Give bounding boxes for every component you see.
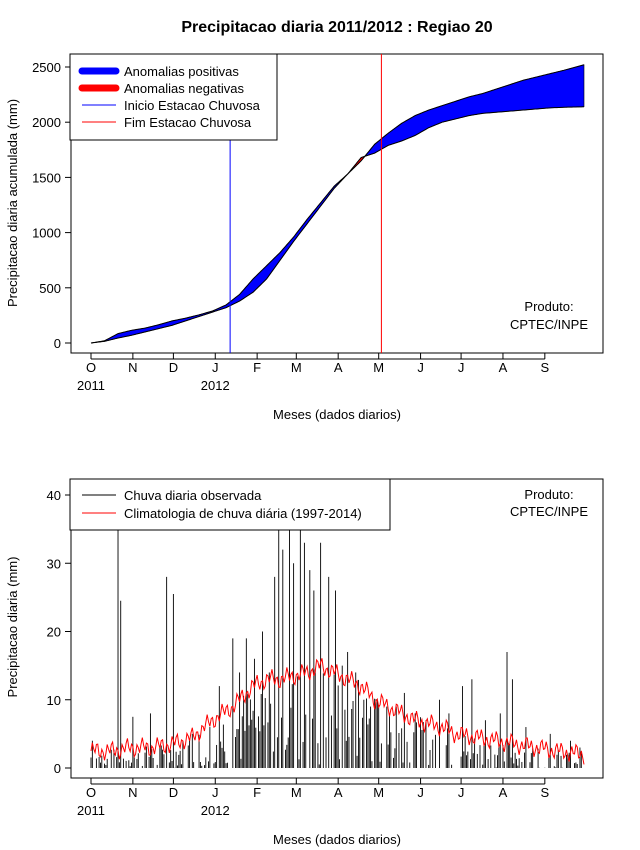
observed-accumulated-line <box>90 64 585 344</box>
chart1-ylabel: Precipitacao diaria acumulada (mm) <box>5 99 20 307</box>
chart1-y-tick-label: 1500 <box>32 170 61 185</box>
chart2-x-tick-label: O <box>86 785 96 800</box>
chart2-y-tick-label: 30 <box>47 556 61 571</box>
chart2-x-tick-label: M <box>373 785 384 800</box>
chart1-x-tick-label: J <box>417 360 424 375</box>
chart2-y-tick-label: 20 <box>47 625 61 640</box>
chart1-y-tick-label: 0 <box>54 336 61 351</box>
chart1-annotation-line1: Produto: <box>524 299 573 314</box>
chart1-xlabel: Meses (dados diarios) <box>273 407 401 422</box>
chart1-x-tick-label: N <box>128 360 137 375</box>
chart2-x-tick-label: J <box>458 785 465 800</box>
legend-label-observed: Chuva diaria observada <box>124 488 262 503</box>
chart1-title: Precipitacao diaria 2011/2012 : Regiao 2… <box>181 19 492 36</box>
chart1-x-tick-label: O <box>86 360 96 375</box>
chart1-x-tick-label: D <box>169 360 178 375</box>
chart1-annotation-line2: CPTEC/INPE <box>510 317 588 332</box>
climatology-daily-line <box>90 658 585 765</box>
chart2-x-tick-label: A <box>334 785 343 800</box>
chart2-xlabel: Meses (dados diarios) <box>273 832 401 847</box>
chart2-y-tick-label: 0 <box>54 761 61 776</box>
chart1-year-label: 2011 <box>77 378 105 393</box>
chart1-plot: 0 500 1000 1500 2000 2500 O N D J F M A M J J A S 2011 2012 <box>32 53 604 393</box>
chart2-year-label: 2012 <box>201 803 230 818</box>
chart2-x-tick-label: D <box>169 785 178 800</box>
chart2-ylabel: Precipitacao diaria (mm) <box>5 557 20 698</box>
chart1-x-tick-label: J <box>458 360 465 375</box>
legend-label-negative: Anomalias negativas <box>124 81 244 96</box>
chart1-x-tick-label: J <box>212 360 219 375</box>
chart1-year-label: 2012 <box>201 378 230 393</box>
chart1-x-tick-label: A <box>499 360 508 375</box>
chart2-y-tick-label: 10 <box>47 693 61 708</box>
chart1-y-tick-label: 500 <box>39 281 61 296</box>
chart2-x-tick-label: M <box>291 785 302 800</box>
chart2-legend: Chuva diaria observada Climatologia de c… <box>69 478 391 531</box>
chart2-x-tick-label: A <box>499 785 508 800</box>
positive-anomaly-area <box>90 171 350 344</box>
chart2-x-tick-label: F <box>253 785 261 800</box>
climatology-accumulated-line <box>90 106 585 344</box>
legend-label-start: Inicio Estacao Chuvosa <box>124 98 261 113</box>
chart1-y-tick-label: 1000 <box>32 226 61 241</box>
chart1-x-tick-label: M <box>291 360 302 375</box>
chart1-x-tick-label: M <box>373 360 384 375</box>
chart1-legend: Anomalias positivas Anomalias negativas … <box>69 53 278 141</box>
chart2-year-label: 2011 <box>77 803 105 818</box>
chart2-y-tick-label: 40 <box>47 488 61 503</box>
legend-label-climatology: Climatologia de chuva diária (1997-2014) <box>124 506 362 521</box>
chart2-x-tick-label: S <box>540 785 549 800</box>
chart1-y-tick-label: 2500 <box>32 60 61 75</box>
chart2-x-tick-label: J <box>212 785 219 800</box>
chart2-x-tick-label: N <box>128 785 137 800</box>
chart1-x-tick-label: F <box>253 360 261 375</box>
legend-label-end: Fim Estacao Chuvosa <box>124 115 252 130</box>
chart2-x-tick-label: J <box>417 785 424 800</box>
chart1-y-tick-label: 2000 <box>32 115 61 130</box>
chart1-x-tick-label: S <box>540 360 549 375</box>
chart2-plot: 0 10 20 30 40 O N D J F M A M J J A S 2011 2012 <box>47 478 604 818</box>
legend-label-positive: Anomalias positivas <box>124 64 239 79</box>
chart2-annotation-line1: Produto: <box>524 487 573 502</box>
chart2-legend-box <box>69 478 391 531</box>
chart2-annotation-line2: CPTEC/INPE <box>510 504 588 519</box>
chart1-x-tick-label: A <box>334 360 343 375</box>
